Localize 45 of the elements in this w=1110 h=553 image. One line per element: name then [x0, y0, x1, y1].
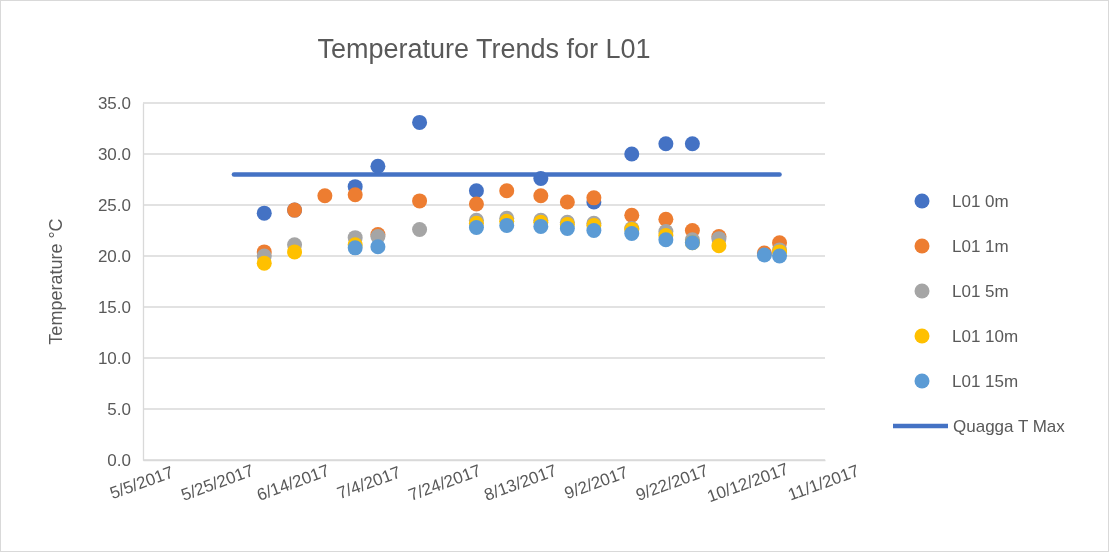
legend-label: L01 15m	[952, 372, 1019, 391]
point	[684, 136, 700, 152]
legend-label: L01 0m	[952, 192, 1009, 211]
point	[624, 146, 640, 162]
point	[256, 255, 272, 271]
point	[370, 239, 386, 255]
point	[586, 223, 602, 238]
legend-label: Quagga T Max	[953, 417, 1066, 436]
point	[347, 187, 363, 203]
point	[624, 207, 640, 223]
y-tick-label: 0.0	[107, 450, 131, 470]
point	[499, 217, 515, 233]
y-tick-label: 20.0	[97, 246, 131, 266]
point	[256, 205, 272, 221]
y-tick-label: 5.0	[107, 399, 131, 419]
legend-label: L01 10m	[952, 327, 1019, 346]
y-tick-label: 35.0	[97, 93, 131, 113]
legend-label: L01 1m	[952, 237, 1009, 256]
point	[533, 188, 549, 204]
point	[468, 183, 484, 199]
point	[317, 188, 333, 204]
point	[559, 194, 575, 210]
point	[412, 221, 428, 237]
point	[658, 232, 674, 248]
y-tick-label: 10.0	[97, 348, 131, 368]
point	[468, 219, 484, 235]
point	[624, 226, 640, 242]
chart-title: Temperature Trends for L01	[317, 34, 651, 64]
y-tick-label: 25.0	[97, 195, 131, 215]
point	[287, 244, 303, 260]
point	[412, 114, 428, 130]
point	[412, 193, 428, 209]
point	[772, 248, 788, 264]
point	[468, 196, 484, 212]
y-axis-title: Temperature °C	[46, 218, 66, 345]
legend-label: L01 5m	[952, 282, 1009, 301]
point	[711, 238, 727, 254]
y-tick-label: 15.0	[97, 297, 131, 317]
point	[658, 136, 674, 152]
point	[533, 218, 549, 234]
y-tick-label: 30.0	[97, 144, 131, 164]
point	[586, 190, 602, 206]
point	[370, 158, 386, 174]
point	[499, 183, 515, 199]
point	[559, 220, 575, 236]
